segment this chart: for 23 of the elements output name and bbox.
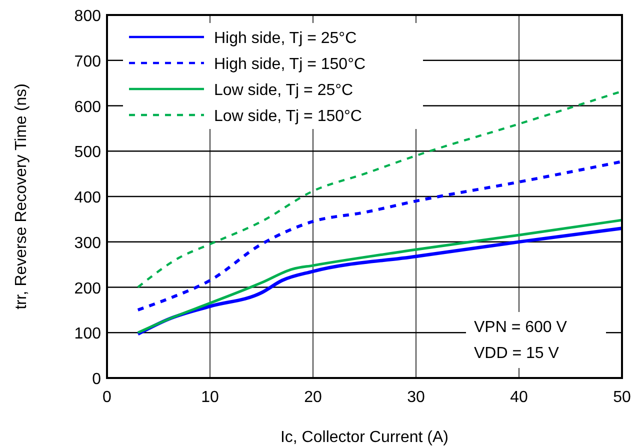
x-tick-label: 20	[304, 389, 322, 406]
y-tick-label: 100	[74, 326, 102, 343]
x-tick-label: 50	[613, 389, 631, 406]
legend-label: Low side, Tj = 150°C	[214, 108, 362, 125]
x-tick-label: 0	[102, 389, 112, 406]
x-tick-label: 40	[510, 389, 528, 406]
legend-label: High side, Tj = 150°C	[214, 56, 366, 73]
y-tick-label: 0	[92, 371, 102, 388]
y-tick-label: 300	[74, 234, 102, 252]
x-tick-label: 30	[407, 389, 425, 406]
y-tick-label: 600	[74, 98, 102, 116]
annotation: VDD = 15 V	[474, 345, 560, 362]
x-axis-title: Ic, Collector Current (A)	[280, 429, 449, 446]
y-tick-label: 800	[74, 8, 102, 25]
y-tick-label: 700	[74, 53, 102, 70]
y-axis-title: trr, Reverse Recovery Time (ns)	[13, 84, 30, 310]
y-tick-label: 500	[74, 144, 102, 162]
legend-label: Low side, Tj = 25°C	[214, 82, 354, 99]
x-tick-label: 10	[201, 389, 219, 406]
y-tick-label: 200	[74, 280, 102, 298]
annotation: VPN = 600 V	[474, 319, 568, 336]
y-tick-label: 400	[74, 190, 102, 206]
legend-label: High side, Tj = 25°C	[214, 30, 357, 47]
